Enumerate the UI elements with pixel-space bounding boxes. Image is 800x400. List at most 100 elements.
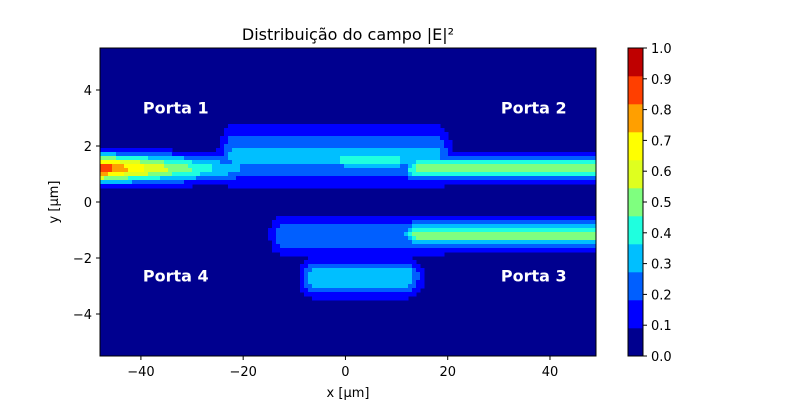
colorbar-tick-label: 0.7 — [651, 134, 672, 149]
field-cell — [352, 260, 357, 265]
field-cell — [340, 264, 345, 269]
field-cell — [580, 164, 585, 169]
field-cell — [332, 252, 337, 257]
field-cell — [260, 140, 265, 145]
field-cell — [260, 132, 265, 137]
field-cell — [564, 232, 569, 237]
field-cell — [476, 216, 481, 221]
field-cell — [252, 164, 257, 169]
field-cell — [388, 272, 393, 277]
field-cell — [340, 260, 345, 265]
field-cell — [500, 164, 505, 169]
field-cell — [488, 164, 493, 169]
field-cell — [580, 232, 585, 237]
field-cell — [204, 164, 209, 169]
field-cell — [336, 152, 341, 157]
field-cell — [344, 184, 349, 189]
field-cell — [400, 296, 405, 301]
field-cell — [384, 160, 389, 165]
field-cell — [120, 176, 125, 181]
field-cell — [240, 136, 245, 141]
field-cell — [580, 228, 585, 233]
field-cell — [388, 224, 393, 229]
field-cell — [360, 240, 365, 245]
field-cell — [284, 168, 289, 173]
field-cell — [464, 180, 469, 185]
field-cell — [224, 144, 229, 149]
field-cell — [288, 156, 293, 161]
field-cell — [328, 220, 333, 225]
field-cell — [408, 180, 413, 185]
field-cell — [264, 180, 269, 185]
field-cell — [388, 132, 393, 137]
field-cell — [208, 160, 213, 165]
field-cell — [344, 176, 349, 181]
field-cell — [320, 224, 325, 229]
field-cell — [424, 240, 429, 245]
field-cell — [392, 236, 397, 241]
field-cell — [348, 140, 353, 145]
field-cell — [412, 260, 417, 265]
field-cell — [328, 148, 333, 153]
field-cell — [444, 244, 449, 249]
field-cell — [280, 232, 285, 237]
field-cell — [272, 168, 277, 173]
field-cell — [372, 168, 377, 173]
field-cell — [196, 172, 201, 177]
field-cell — [304, 292, 309, 297]
field-cell — [368, 160, 373, 165]
field-cell — [544, 244, 549, 249]
field-cell — [292, 236, 297, 241]
field-cell — [156, 180, 161, 185]
field-cell — [332, 272, 337, 277]
field-cell — [116, 180, 121, 185]
field-cell — [556, 168, 561, 173]
field-cell — [168, 148, 173, 153]
field-cell — [376, 136, 381, 141]
field-cell — [368, 156, 373, 161]
field-cell — [296, 252, 301, 257]
field-cell — [408, 172, 413, 177]
field-cell — [304, 172, 309, 177]
field-cell — [276, 172, 281, 177]
field-cell — [412, 180, 417, 185]
field-cell — [448, 164, 453, 169]
field-cell — [292, 228, 297, 233]
field-cell — [364, 164, 369, 169]
field-cell — [232, 140, 237, 145]
field-cell — [392, 152, 397, 157]
field-cell — [568, 244, 573, 249]
field-cell — [252, 136, 257, 141]
field-cell — [468, 228, 473, 233]
field-cell — [140, 172, 145, 177]
field-cell — [452, 220, 457, 225]
field-cell — [352, 180, 357, 185]
field-cell — [508, 168, 513, 173]
field-cell — [372, 132, 377, 137]
field-cell — [300, 220, 305, 225]
field-cell — [376, 176, 381, 181]
field-cell — [224, 140, 229, 145]
field-cell — [120, 160, 125, 165]
field-cell — [316, 216, 321, 221]
field-cell — [484, 172, 489, 177]
field-cell — [436, 220, 441, 225]
field-cell — [268, 132, 273, 137]
field-cell — [432, 180, 437, 185]
field-cell — [140, 156, 145, 161]
field-cell — [560, 180, 565, 185]
field-cell — [364, 276, 369, 281]
field-cell — [480, 248, 485, 253]
field-cell — [288, 176, 293, 181]
field-cell — [272, 244, 277, 249]
field-cell — [532, 180, 537, 185]
field-cell — [572, 180, 577, 185]
field-cell — [296, 216, 301, 221]
field-cell — [384, 280, 389, 285]
field-cell — [312, 256, 317, 261]
field-cell — [316, 128, 321, 133]
field-cell — [332, 164, 337, 169]
field-cell — [592, 180, 596, 185]
field-cell — [484, 164, 489, 169]
field-cell — [376, 272, 381, 277]
